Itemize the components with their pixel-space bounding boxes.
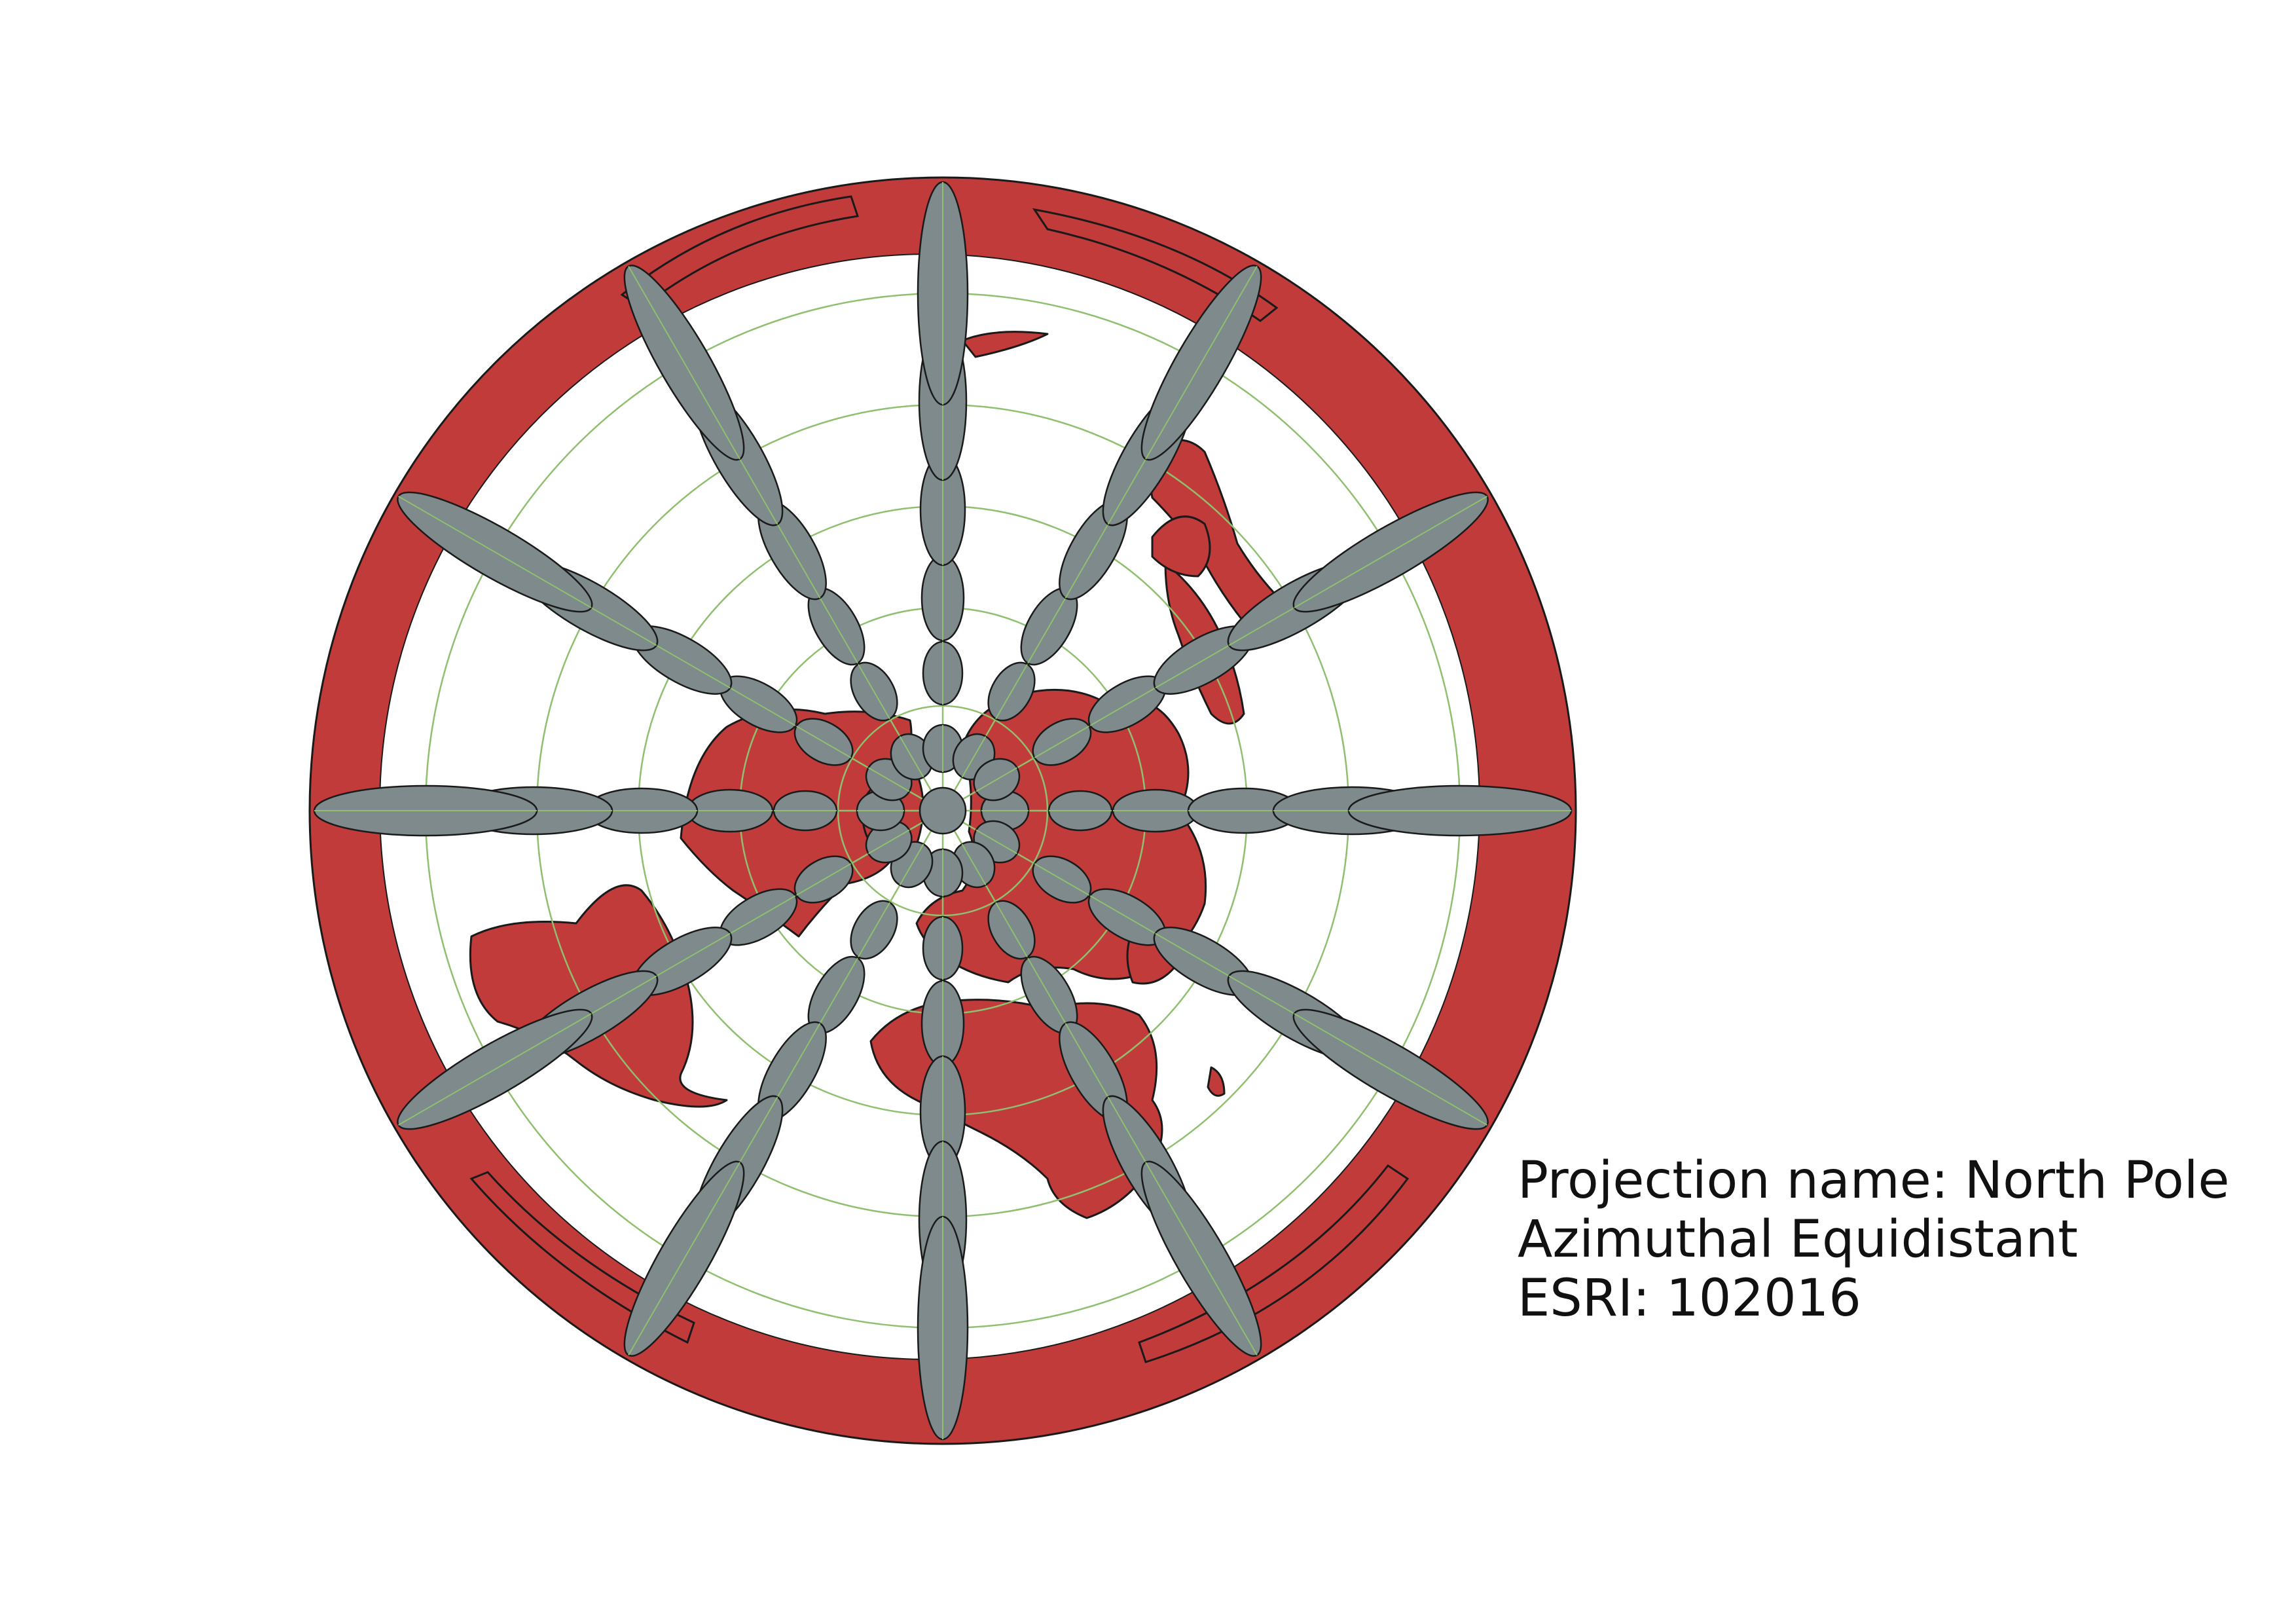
tissot-axis: [628, 266, 740, 460]
australia: [1151, 515, 1211, 578]
tissot-axis: [398, 1013, 592, 1126]
tissot-axis: [1034, 726, 1089, 758]
tissot-axis: [995, 902, 1028, 957]
tissot-axis: [961, 843, 987, 885]
tissot-axis: [1027, 957, 1071, 1033]
tissot-axis: [858, 664, 890, 720]
tissot-axis: [899, 736, 924, 778]
tissot-axis: [961, 736, 987, 778]
tissot-axis: [1294, 1013, 1487, 1126]
tissot-axis: [814, 589, 858, 664]
tissot-axis: [995, 664, 1028, 720]
tissot-axis: [975, 767, 1017, 792]
tissot-ellipse: [919, 786, 967, 835]
tissot-axis: [858, 902, 890, 957]
tissot-axis: [868, 767, 910, 792]
tissot-axis: [814, 957, 858, 1033]
tissot-axis: [721, 682, 796, 726]
tissot-axis: [975, 829, 1017, 855]
tissot-axis: [796, 726, 852, 758]
tissot-axis: [1294, 496, 1487, 608]
tissot-axis: [1145, 1162, 1258, 1356]
tissot-axis: [1089, 895, 1165, 939]
projection-esri-code: ESRI: 102016: [1518, 1269, 1861, 1328]
tissot-axis: [398, 496, 592, 608]
tissot-axis: [1145, 266, 1258, 460]
tissot-axis: [796, 863, 852, 896]
tissot-axis: [1027, 589, 1071, 664]
tissot-axis: [721, 895, 796, 939]
madagascar: [1207, 1066, 1226, 1097]
projection-name: Projection name: North Pole: [1518, 1151, 2230, 1210]
tissot-axis: [1034, 863, 1089, 896]
tissot-axis: [899, 843, 924, 885]
projection-subtitle: Azimuthal Equidistant: [1518, 1210, 2078, 1269]
tissot-indicatrices: [313, 181, 1573, 1441]
tissot-axis: [1089, 682, 1165, 726]
globe: [308, 176, 1577, 1445]
tissot-axis: [868, 829, 910, 855]
projection-caption: Projection name: North Pole Azimuthal Eq…: [1518, 1151, 2229, 1328]
japan: [961, 331, 1049, 358]
tissot-axis: [628, 1162, 740, 1356]
